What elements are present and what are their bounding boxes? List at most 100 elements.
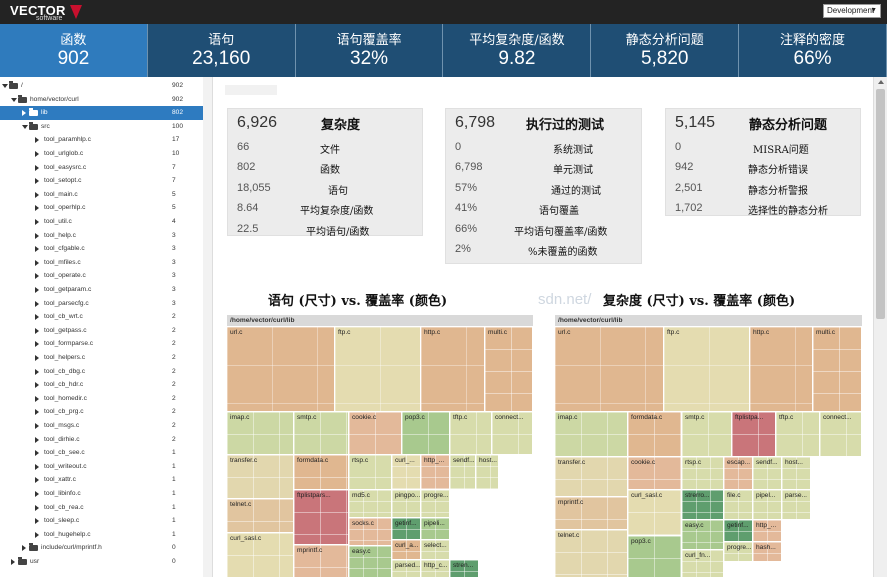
treemap-tile[interactable]: parsed... (392, 560, 420, 577)
treemap-tile[interactable]: pipeli... (421, 518, 449, 539)
treemap-tile[interactable]: pop3.c (402, 412, 449, 454)
treemap-tile[interactable]: connect... (820, 412, 861, 456)
expand-right-icon[interactable] (35, 314, 39, 321)
expand-right-icon[interactable] (35, 368, 39, 375)
expand-down-icon[interactable] (22, 124, 28, 129)
expand-right-icon[interactable] (35, 151, 39, 157)
expand-right-icon[interactable] (35, 273, 39, 280)
expand-right-icon[interactable] (35, 341, 39, 348)
expand-right-icon[interactable] (35, 191, 39, 198)
treemap-tile[interactable]: http_... (753, 520, 781, 541)
tree-file-item[interactable]: tool_cb_hdr.c 2 (0, 378, 203, 392)
treemap-tile[interactable]: progre... (724, 542, 752, 561)
tree-scrollbar[interactable] (203, 77, 213, 577)
expand-right-icon[interactable] (35, 423, 39, 429)
tree-file-item[interactable]: tool_util.c 4 (0, 215, 203, 229)
treemap-tile[interactable]: ftp.c (335, 327, 420, 411)
treemap-tile[interactable]: curl_sasl.c (628, 490, 681, 535)
expand-right-icon[interactable] (35, 504, 39, 511)
expand-right-icon[interactable] (35, 205, 39, 212)
treemap-tile[interactable]: pop3.c (628, 536, 681, 577)
expand-right-icon[interactable] (35, 219, 39, 225)
tree-folder-item[interactable]: include/curl/mprintf.h 0 (0, 541, 203, 555)
metric-comment-density[interactable]: 注释的密度 66% (739, 24, 887, 77)
treemap-tile[interactable]: rtsp.c (682, 457, 723, 489)
tree-file-item[interactable]: tool_sleep.c 1 (0, 514, 203, 528)
expand-right-icon[interactable] (35, 436, 39, 443)
expand-right-icon[interactable] (35, 259, 39, 266)
treemap-tile[interactable]: url.c (555, 327, 663, 411)
treemap-tile[interactable]: http_... (421, 455, 449, 489)
treemap-tile[interactable]: imap.c (555, 412, 627, 456)
treemap-tile[interactable]: http_c... (421, 560, 449, 577)
treemap-tile[interactable]: telnet.c (227, 499, 293, 532)
tree-folder-item[interactable]: lib 802 (0, 106, 203, 120)
tree-file-item[interactable]: tool_main.c 5 (0, 188, 203, 202)
treemap-tile[interactable]: mprintf.c (555, 497, 627, 529)
tree-file-item[interactable]: tool_homedir.c 2 (0, 392, 203, 406)
expand-right-icon[interactable] (35, 395, 39, 402)
treemap-tile[interactable]: host... (782, 457, 810, 489)
treemap-tile[interactable]: getinf... (724, 520, 752, 541)
tree-file-item[interactable]: tool_operate.c 3 (0, 269, 203, 283)
expand-right-icon[interactable] (35, 287, 39, 293)
treemap-tile[interactable]: curl_a... (392, 540, 420, 559)
treemap-tile[interactable]: rtsp.c (349, 455, 391, 489)
expand-right-icon[interactable] (35, 409, 39, 416)
expand-right-icon[interactable] (35, 531, 39, 538)
treemap-tile[interactable]: smtp.c (682, 412, 731, 456)
tree-folder-item[interactable]: home/vector/curl 902 (0, 93, 203, 107)
treemap-tile[interactable]: tftp.c (776, 412, 819, 456)
treemap-tile[interactable]: formdata.c (294, 455, 348, 489)
treemap-tile[interactable]: ftplistpa... (732, 412, 775, 456)
expand-right-icon[interactable] (35, 246, 39, 253)
expand-right-icon[interactable] (22, 545, 26, 552)
expand-right-icon[interactable] (35, 518, 39, 525)
tree-folder-item[interactable]: / 902 (0, 79, 203, 93)
expand-right-icon[interactable] (35, 477, 39, 484)
treemap-tile[interactable]: mprintf.c (294, 545, 348, 577)
tree-file-item[interactable]: tool_paramhlp.c 17 (0, 133, 203, 147)
treemap-tile[interactable]: cookie.c (628, 457, 681, 489)
expand-right-icon[interactable] (35, 164, 39, 171)
tree-file-item[interactable]: tool_helpers.c 2 (0, 351, 203, 365)
treemap-tile[interactable]: curl_fn... (682, 550, 723, 577)
metric-functions[interactable]: 函数 902 (0, 24, 148, 77)
tree-file-item[interactable]: tool_urlglob.c 10 (0, 147, 203, 161)
tree-file-item[interactable]: tool_cb_see.c 1 (0, 446, 203, 460)
treemap-tile[interactable]: cookie.c (349, 412, 401, 454)
tree-file-item[interactable]: tool_formparse.c 2 (0, 337, 203, 351)
expand-right-icon[interactable] (35, 450, 39, 457)
expand-right-icon[interactable] (35, 327, 39, 334)
treemap-tile[interactable]: smtp.c (294, 412, 348, 454)
treemap-tile[interactable]: pingpo... (392, 490, 420, 517)
scroll-up-icon[interactable] (878, 80, 884, 84)
tree-file-item[interactable]: tool_cfgable.c 3 (0, 242, 203, 256)
treemap-tile[interactable]: md5.c (349, 490, 391, 517)
tree-file-item[interactable]: tool_operhlp.c 5 (0, 201, 203, 215)
treemap-tile[interactable]: strerro... (682, 490, 723, 519)
tree-file-item[interactable]: tool_parsecfg.c 3 (0, 297, 203, 311)
tree-file-item[interactable]: tool_writeout.c 1 (0, 460, 203, 474)
metric-statement-coverage[interactable]: 语句覆盖率 32% (295, 24, 444, 77)
treemap-tile[interactable]: socks.c (349, 518, 391, 545)
treemap-tile[interactable]: easy.c (349, 546, 391, 577)
expand-down-icon[interactable] (11, 97, 17, 102)
tree-folder-item[interactable]: usr 0 (0, 555, 203, 569)
treemap-tile[interactable]: ftp.c (664, 327, 749, 411)
treemap-tile[interactable]: file.c (724, 490, 752, 519)
expand-right-icon[interactable] (35, 137, 39, 144)
tree-file-item[interactable]: tool_cb_rea.c 1 (0, 501, 203, 515)
environment-select[interactable]: Development ▼ (823, 4, 881, 18)
treemap-tile[interactable]: easy.c (682, 520, 723, 549)
treemap-complexity[interactable]: /home/vector/curl/lib url.c ftp.c http.c mu… (555, 315, 862, 577)
treemap-tile[interactable]: telnet.c (555, 530, 627, 577)
tree-file-item[interactable]: tool_msgs.c 2 (0, 419, 203, 433)
treemap-tile[interactable]: progre... (421, 490, 449, 517)
expand-right-icon[interactable] (35, 355, 39, 361)
treemap-tile[interactable]: select... (421, 540, 449, 559)
expand-right-icon[interactable] (22, 110, 26, 117)
tree-file-item[interactable]: tool_setopt.c 7 (0, 174, 203, 188)
tree-file-item[interactable]: tool_cb_dbg.c 2 (0, 365, 203, 379)
treemap-tile[interactable]: curl_sasl.c (227, 533, 293, 577)
